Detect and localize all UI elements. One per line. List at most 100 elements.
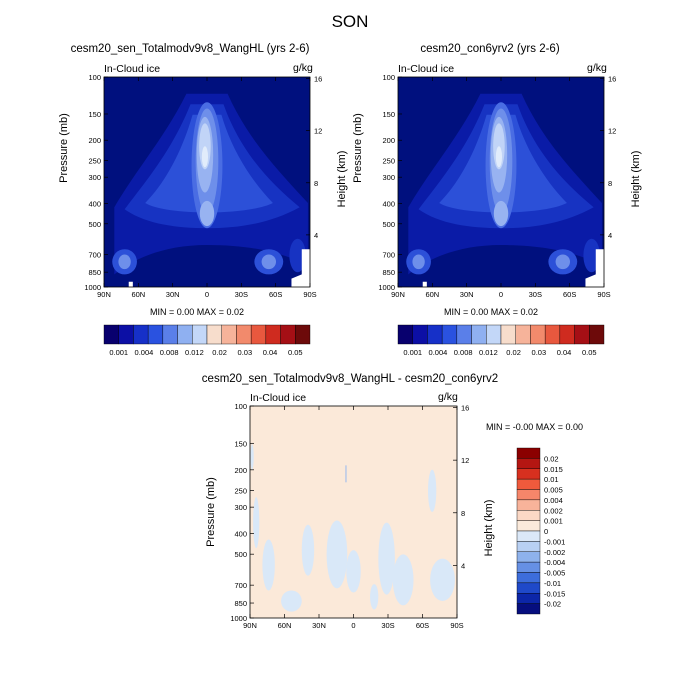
y-tick-label: 700 — [88, 250, 101, 259]
contour-region — [262, 539, 275, 591]
y-tick-label-right: 12 — [314, 127, 322, 136]
colorbar-box — [516, 561, 541, 573]
y-tick-label-right: 16 — [461, 404, 469, 413]
y-tick-label: 400 — [382, 199, 395, 208]
panel-title: cesm20_sen_Totalmodv9v8_WangHL - cesm20_… — [201, 373, 499, 385]
colorbar-box — [471, 324, 487, 345]
x-tick-label: 30N — [460, 290, 474, 299]
x-tick-label: 30S — [381, 621, 394, 630]
contour-region — [346, 550, 361, 593]
y-tick-label: 500 — [88, 220, 101, 229]
contour-field — [104, 77, 310, 287]
contour-region — [378, 522, 395, 595]
units-label: g/kg — [438, 391, 458, 403]
colorbar-box — [177, 324, 193, 345]
colorbar-label: 0.008 — [160, 348, 179, 357]
y-tick-label: 300 — [88, 173, 101, 182]
x-tick-label: 60N — [425, 290, 439, 299]
x-tick-label: 60S — [416, 621, 429, 630]
contour-region — [392, 554, 414, 606]
y-tick-label: 250 — [382, 157, 395, 166]
colorbar-box — [486, 324, 502, 345]
colorbar-box — [162, 324, 178, 345]
masked-region — [291, 249, 310, 287]
colorbar-box — [147, 324, 164, 345]
contour-region — [201, 146, 209, 168]
y-tick-label-right: 12 — [608, 127, 616, 136]
axes: 90N 60N 30N 0 30S 60S 90S 100 150 200 250 300 400 500… — [84, 73, 322, 299]
x-tick-label: 0 — [351, 621, 355, 630]
y-tick-label-right: 8 — [461, 509, 465, 518]
y-tick-label: 1000 — [84, 283, 101, 292]
colorbar-label: -0.005 — [544, 569, 565, 578]
y-tick-label: 250 — [234, 486, 247, 495]
y-tick-label: 850 — [382, 268, 395, 277]
y-tick-label-right: 8 — [608, 179, 612, 188]
y-tick-label: 500 — [234, 550, 247, 559]
y-tick-label: 300 — [234, 503, 247, 512]
colorbar-box — [516, 489, 541, 501]
colorbar-box — [427, 324, 443, 345]
colorbar-box — [295, 324, 311, 345]
colorbar-label: 0.004 — [544, 496, 563, 505]
colorbar-label: 0.02 — [544, 454, 559, 463]
x-tick-label: 90S — [303, 290, 316, 299]
colorbar-box — [500, 324, 516, 345]
masked-region — [585, 249, 604, 287]
y-tick-label: 150 — [234, 439, 247, 448]
colorbar-label: 0.02 — [506, 348, 521, 357]
colorbar-box — [397, 324, 413, 345]
colorbar-box — [574, 324, 590, 345]
colorbar-label: 0 — [544, 527, 548, 536]
y-tick-label-right: 4 — [608, 231, 612, 240]
units-label: g/kg — [587, 62, 607, 74]
y-tick-label: 100 — [382, 73, 395, 82]
contour-region — [555, 254, 571, 270]
contour-region — [326, 520, 348, 589]
colorbar-label: 0.05 — [582, 348, 597, 357]
colorbar-box — [133, 324, 149, 345]
y-tick-label: 200 — [88, 136, 101, 145]
colorbar-box — [236, 324, 252, 345]
colorbar-box — [515, 324, 531, 345]
masked-region — [128, 281, 133, 287]
colorbar-label: 0.002 — [544, 506, 563, 515]
min-max-stats: MIN = 0.00 MAX = 0.02 — [444, 307, 539, 317]
y-tick-label: 700 — [234, 581, 247, 590]
colorbar-box — [516, 551, 541, 563]
y-tick-label: 400 — [234, 530, 247, 539]
y-tick-label: 200 — [382, 136, 395, 145]
y-tick-label: 1000 — [230, 614, 247, 623]
y-tick-label: 400 — [88, 199, 101, 208]
colorbar-label: 0.004 — [429, 348, 448, 357]
colorbar-box — [544, 324, 561, 345]
x-tick-label: 60N — [131, 290, 145, 299]
contour-region — [430, 558, 455, 602]
x-tick-label: 90N — [391, 290, 405, 299]
y-tick-label: 850 — [88, 268, 101, 277]
colorbar-label: 0.004 — [135, 348, 154, 357]
y-tick-label-right: 4 — [314, 231, 318, 240]
colorbar-box — [280, 324, 296, 345]
colorbar: 0.001 0.004 0.008 0.012 0.02 0.03 0.04 0.05 — [397, 324, 605, 357]
x-tick-label: 60S — [269, 290, 282, 299]
colorbar-box — [192, 324, 208, 345]
colorbar-box — [559, 324, 575, 345]
colorbar-box — [530, 324, 546, 345]
x-tick-label: 30S — [235, 290, 248, 299]
colorbar-box — [516, 530, 541, 542]
contour-region — [301, 524, 315, 576]
contour-region — [199, 200, 215, 227]
colorbar-label: -0.02 — [544, 600, 561, 609]
colorbar-label: -0.004 — [544, 558, 565, 567]
colorbar-box — [103, 324, 119, 345]
colorbar-box — [516, 478, 541, 490]
colorbar-box — [589, 324, 605, 345]
colorbar-label: 0.001 — [544, 517, 563, 526]
colorbar-box — [456, 324, 472, 345]
x-tick-label: 0 — [499, 290, 503, 299]
colorbar-box — [516, 541, 541, 552]
y-tick-label: 1000 — [378, 283, 395, 292]
